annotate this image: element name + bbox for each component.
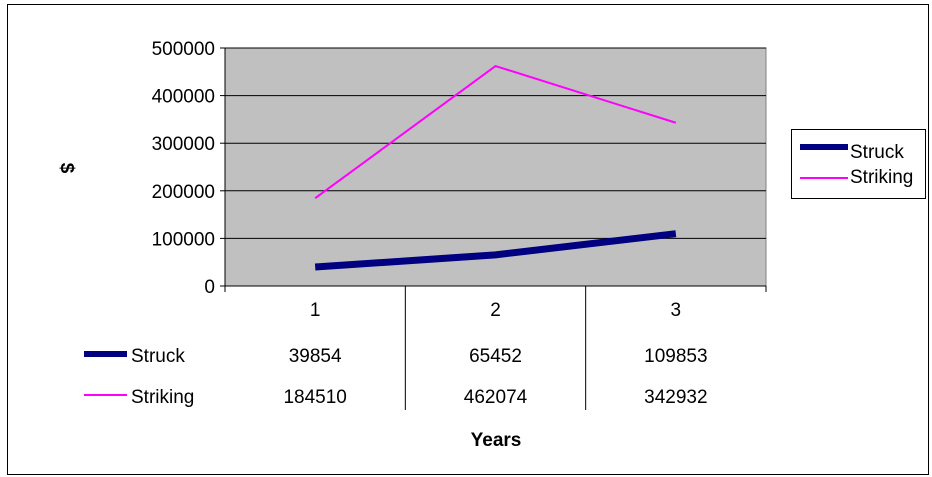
table-row-label: Struck <box>131 346 185 367</box>
x-tick-label: 3 <box>671 300 682 321</box>
series-line-striking <box>314 65 677 199</box>
table-cell: 342932 <box>644 387 707 408</box>
table-cell: 65452 <box>469 346 522 367</box>
table-cell: 184510 <box>283 387 346 408</box>
table-row-label: Striking <box>131 387 194 408</box>
x-axis-title: Years <box>471 430 522 451</box>
legend-label-struck: Struck <box>850 142 904 163</box>
y-tick-label: 0 <box>204 277 215 298</box>
table-cell: 109853 <box>644 346 707 367</box>
y-tick-label: 300000 <box>152 134 215 155</box>
y-tick-label: 100000 <box>152 229 215 250</box>
y-tick-label: 500000 <box>152 39 215 60</box>
y-axis-title: $ <box>56 163 77 174</box>
y-tick-label: 200000 <box>152 182 215 203</box>
series-line-struck <box>314 230 677 271</box>
y-tick-label: 400000 <box>152 87 215 108</box>
legend-swatch-striking <box>800 177 848 179</box>
x-tick-label: 1 <box>310 300 321 321</box>
legend-swatch-struck <box>800 144 848 150</box>
x-tick-label: 2 <box>490 300 501 321</box>
table-cell: 39854 <box>289 346 342 367</box>
chart-frame <box>7 4 929 475</box>
table-cell: 462074 <box>464 387 528 408</box>
legend: Struck Striking <box>791 129 926 199</box>
plot-area <box>224 47 767 287</box>
legend-label-striking: Striking <box>850 167 914 188</box>
